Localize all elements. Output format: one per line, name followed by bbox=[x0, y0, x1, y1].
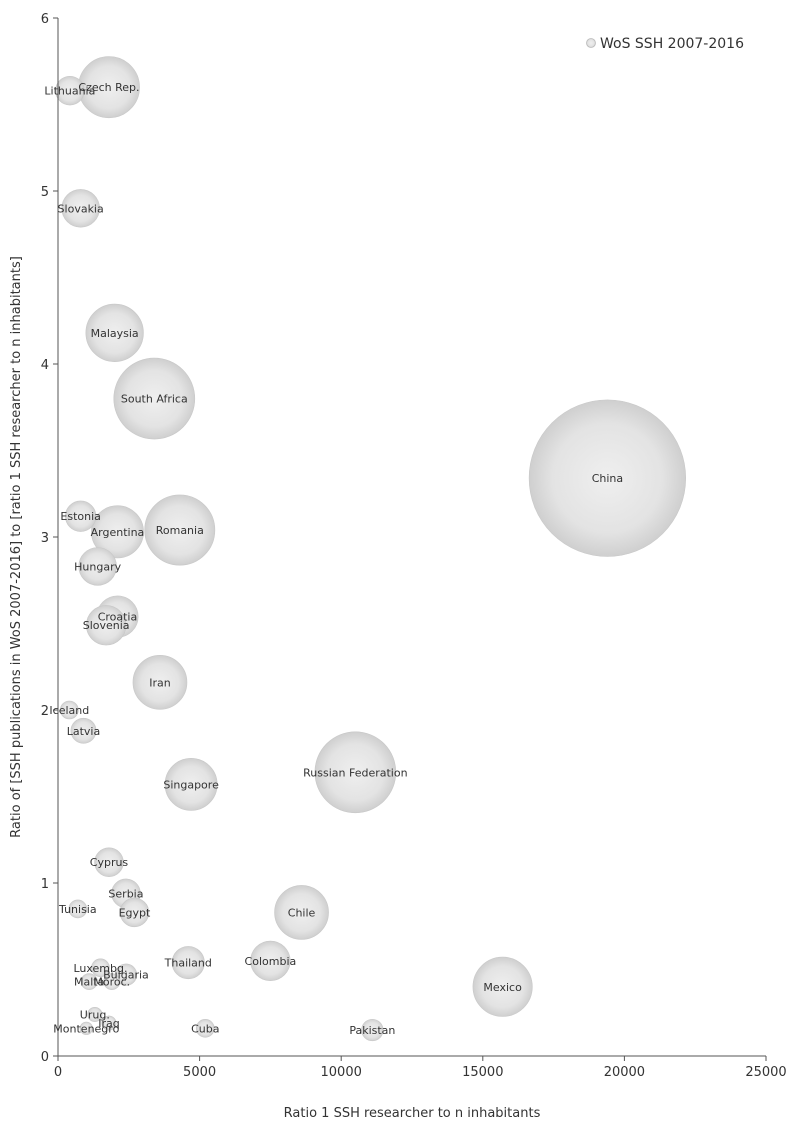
bubble-label: Argentina bbox=[91, 526, 145, 539]
bubble bbox=[274, 885, 329, 940]
bubble-label: Slovenia bbox=[83, 619, 130, 632]
y-tick-label: 5 bbox=[41, 185, 49, 200]
x-tick-label: 25000 bbox=[745, 1065, 786, 1080]
y-tick-label: 3 bbox=[41, 531, 49, 546]
bubble bbox=[528, 399, 687, 557]
bubble-label: Luxembg. bbox=[73, 962, 127, 975]
x-tick-label: 20000 bbox=[604, 1065, 645, 1080]
x-tick-label: 0 bbox=[54, 1065, 62, 1080]
bubble-label: South Africa bbox=[121, 393, 188, 406]
bubble bbox=[68, 899, 88, 919]
bubble bbox=[101, 1015, 117, 1031]
bubble-label: China bbox=[592, 472, 623, 485]
bubble-label: Hungary bbox=[74, 560, 121, 573]
bubble-label: Moroc. bbox=[93, 976, 130, 989]
bubble-label: Cuba bbox=[191, 1022, 219, 1035]
bubble-label: Latvia bbox=[67, 725, 101, 738]
bubble-label: Mexico bbox=[483, 981, 522, 994]
bubble bbox=[78, 547, 117, 586]
y-tick-label: 4 bbox=[41, 358, 49, 373]
bubble bbox=[85, 303, 144, 362]
bubble-label: Chile bbox=[288, 906, 316, 919]
legend: WoS SSH 2007-2016 bbox=[586, 36, 744, 52]
bubble-label: Cyprus bbox=[90, 856, 129, 869]
legend-label: WoS SSH 2007-2016 bbox=[600, 36, 744, 52]
bubble bbox=[79, 1021, 93, 1035]
bubble bbox=[94, 847, 124, 877]
bubble-label: Urug. bbox=[80, 1008, 110, 1021]
bubble-label: Iceland bbox=[49, 704, 89, 717]
bubble-label: Estonia bbox=[60, 510, 101, 523]
axes bbox=[53, 17, 767, 1061]
bubble bbox=[61, 189, 100, 228]
x-tick-label: 5000 bbox=[183, 1065, 216, 1080]
bubble bbox=[65, 500, 97, 532]
y-tick-label: 1 bbox=[41, 877, 49, 892]
bubble-label: Russian Federation bbox=[303, 766, 407, 779]
y-tick-label: 0 bbox=[41, 1050, 49, 1065]
bubble bbox=[164, 757, 218, 811]
bubble bbox=[119, 897, 150, 928]
bubble bbox=[87, 1006, 103, 1022]
bubble-label: Iraq bbox=[98, 1017, 120, 1030]
tick-label-layer: 0 5000 10000 15000 20000 25000 0 1 2 3 4 5 6 bbox=[41, 12, 787, 1080]
bubble bbox=[132, 655, 188, 710]
bubble-label: Czech Rep. bbox=[78, 81, 139, 94]
bubble-label: Pakistan bbox=[349, 1024, 395, 1037]
bubble-label: Lithuania bbox=[44, 85, 95, 98]
bubble-label: Tunisia bbox=[58, 903, 97, 916]
bubble bbox=[113, 357, 196, 440]
bubble-label: Romania bbox=[156, 524, 204, 537]
bubble bbox=[250, 940, 291, 981]
bubble-label: Malaysia bbox=[91, 327, 139, 340]
bubble bbox=[144, 494, 216, 566]
bubble-label: Singapore bbox=[163, 778, 219, 791]
bubble-label: Colombia bbox=[245, 955, 297, 968]
bubble-label: Montenegro bbox=[53, 1022, 119, 1035]
y-axis-title: Ratio of [SSH publications in WoS 2007-2… bbox=[9, 256, 24, 838]
bubble bbox=[60, 700, 79, 720]
bubble bbox=[472, 956, 533, 1017]
bubble bbox=[55, 75, 85, 106]
bubble bbox=[91, 958, 110, 978]
y-tick-label: 6 bbox=[41, 12, 49, 27]
bubble bbox=[171, 946, 205, 980]
bubble bbox=[314, 731, 397, 814]
bubble bbox=[361, 1018, 384, 1042]
bubble-label: Croatia bbox=[98, 611, 138, 624]
bubble bbox=[103, 973, 121, 991]
bubble bbox=[70, 717, 97, 744]
bubble-layer bbox=[55, 56, 687, 1042]
bubble-label: Slovakia bbox=[58, 202, 104, 215]
bubble-label: Serbia bbox=[108, 887, 143, 900]
bubble-label: Egypt bbox=[119, 906, 151, 919]
x-axis-title: Ratio 1 SSH researcher to n inhabitants bbox=[284, 1106, 541, 1121]
bubble-label: Bulgaria bbox=[103, 969, 149, 982]
bubble-label: Malta bbox=[74, 976, 104, 989]
x-tick-label: 15000 bbox=[462, 1065, 503, 1080]
bubble bbox=[86, 605, 127, 646]
bubble-label: Iran bbox=[149, 676, 171, 689]
bubble bbox=[195, 1019, 215, 1038]
bubble bbox=[91, 505, 144, 559]
y-tick-label: 2 bbox=[41, 704, 49, 719]
bubble-label: Thailand bbox=[164, 957, 212, 970]
bubble bbox=[80, 973, 98, 991]
x-tick-label: 10000 bbox=[321, 1065, 362, 1080]
legend-swatch bbox=[586, 38, 596, 48]
